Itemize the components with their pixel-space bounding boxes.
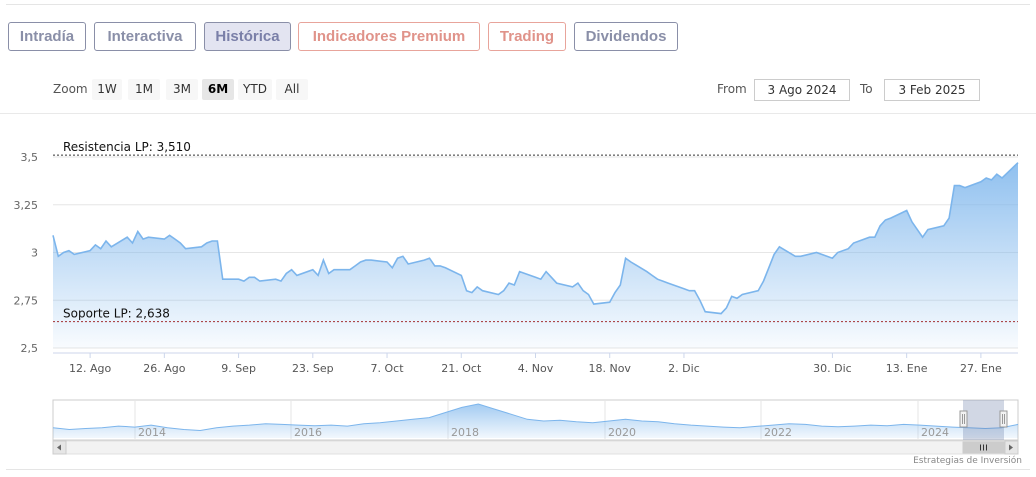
resistance-label: Resistencia LP: 3,510	[63, 140, 191, 154]
x-tick-label: 13. Ene	[886, 362, 928, 375]
tab-trading[interactable]: Trading	[488, 22, 566, 51]
y-tick-label: 2,75	[14, 294, 39, 307]
navigator-year-label: 2022	[764, 426, 792, 439]
tab-intradia[interactable]: Intradía	[8, 22, 86, 51]
scrollbar-track[interactable]	[52, 440, 1019, 455]
to-date-input[interactable]: 3 Feb 2025	[884, 79, 980, 101]
x-tick-label: 7. Oct	[371, 362, 405, 375]
navigator-year-label: 2024	[921, 426, 949, 439]
x-tick-label: 4. Nov	[518, 362, 554, 375]
x-tick-label: 2. Dic	[668, 362, 700, 375]
navigator-year-label: 2018	[451, 426, 479, 439]
chart-credits: Estrategias de Inversión	[913, 456, 1022, 466]
navigator-area	[53, 404, 1018, 438]
top-divider	[6, 4, 1030, 5]
y-tick-label: 3,5	[21, 151, 39, 164]
navigator-left-handle[interactable]	[959, 410, 968, 428]
zoom-3m-button[interactable]: 3M	[166, 79, 198, 100]
x-tick-label: 21. Oct	[441, 362, 482, 375]
from-date-input[interactable]: 3 Ago 2024	[754, 79, 850, 101]
x-tick-label: 23. Sep	[292, 362, 334, 375]
tab-dividendos[interactable]: Dividendos	[574, 22, 678, 51]
bottom-divider	[6, 469, 1030, 470]
x-tick-label: 26. Ago	[143, 362, 185, 375]
x-tick-label: 30. Dic	[813, 362, 852, 375]
x-tick-label: 18. Nov	[588, 362, 631, 375]
price-area	[53, 162, 1018, 348]
zoom-label: Zoom	[53, 82, 88, 96]
x-tick-label: 9. Sep	[221, 362, 256, 375]
x-tick-label: 27. Ene	[960, 362, 1002, 375]
scroll-left-arrow-icon	[57, 444, 61, 451]
navigator-window[interactable]	[963, 400, 1004, 440]
y-tick-label: 3,25	[14, 199, 39, 212]
zoom-1w-button[interactable]: 1W	[92, 79, 122, 100]
navigator-line	[52, 403, 1019, 432]
scroll-right-arrow-icon	[1009, 444, 1013, 451]
tab-interactiva[interactable]: Interactiva	[94, 22, 196, 51]
zoom-1m-button[interactable]: 1M	[128, 79, 160, 100]
zoom-ytd-button[interactable]: YTD	[238, 79, 272, 100]
to-label: To	[860, 82, 873, 96]
navigator-right-handle[interactable]	[999, 410, 1008, 428]
y-tick-label: 2,5	[21, 342, 39, 355]
zoom-all-button[interactable]: All	[276, 79, 308, 100]
tab-historica[interactable]: Histórica	[204, 22, 291, 51]
toolbar-divider	[0, 113, 1036, 114]
y-tick-label: 3	[31, 247, 38, 260]
price-line	[52, 162, 1019, 315]
navigator-year-label: 2020	[608, 426, 636, 439]
navigator-year-label: 2014	[138, 426, 166, 439]
support-label: Soporte LP: 2,638	[63, 307, 170, 321]
zoom-6m-button[interactable]: 6M	[202, 79, 234, 100]
navigator-year-label: 2016	[294, 426, 322, 439]
x-tick-label: 12. Ago	[69, 362, 111, 375]
tab-indicadores-premium[interactable]: Indicadores Premium	[298, 22, 480, 51]
from-label: From	[717, 82, 747, 96]
